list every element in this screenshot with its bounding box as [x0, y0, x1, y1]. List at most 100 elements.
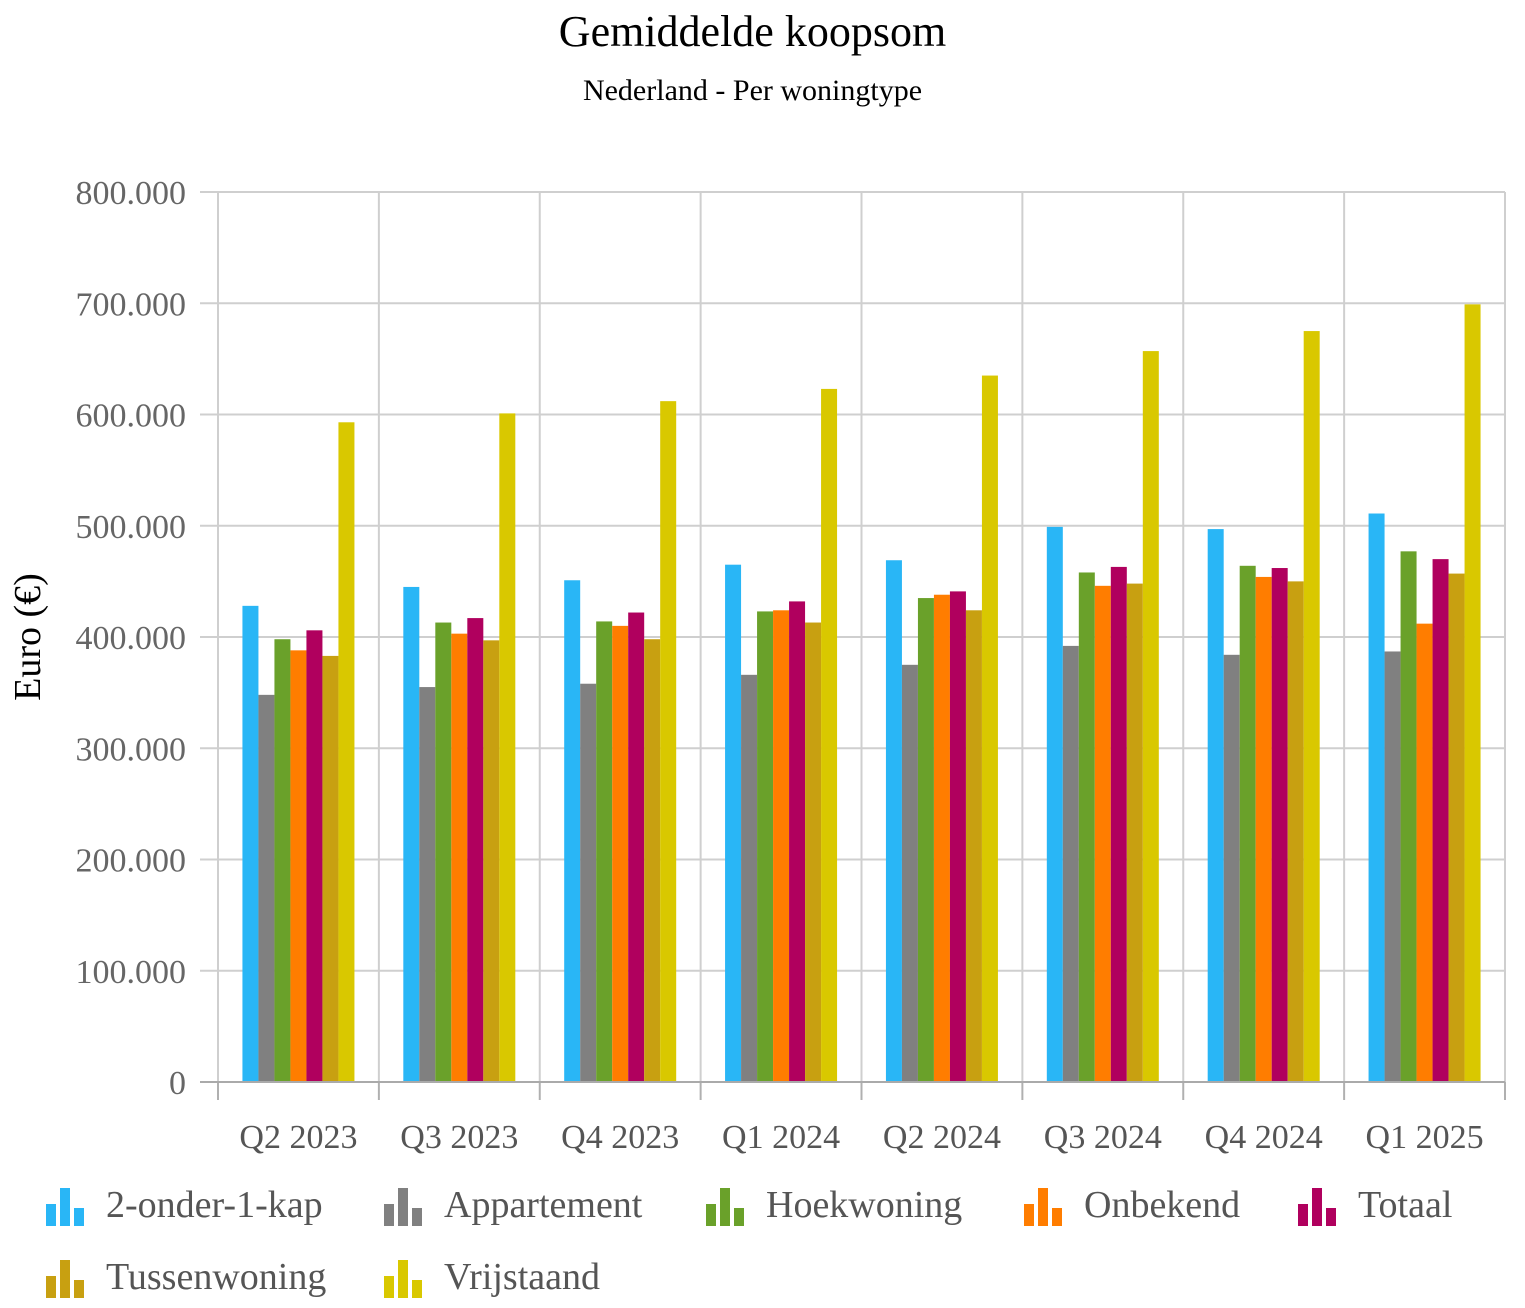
y-tick-label: 500.000	[76, 509, 187, 546]
y-tick-labels: 0 100.000 200.000 300.000 400.000 500.000 600.…	[76, 175, 187, 1102]
legend-label: Tussenwoning	[106, 1256, 327, 1298]
legend-item[interactable]: Vrijstaand	[382, 1252, 600, 1302]
bar-onbekend-1	[451, 633, 468, 1082]
bar-totaal-5	[1110, 566, 1127, 1082]
bar-chart-icon	[1298, 1188, 1336, 1226]
bar-hoekwoning-6	[1239, 565, 1256, 1082]
bar-onbekend-6	[1255, 576, 1272, 1082]
bar-vrijstaand-7	[1464, 304, 1481, 1082]
y-tick-label: 100.000	[76, 954, 187, 991]
bar-totaal-2	[628, 612, 645, 1082]
bar-appartement-1	[419, 687, 436, 1082]
bar-vrijstaand-1	[499, 413, 516, 1082]
bar-hoekwoning-7	[1400, 551, 1417, 1082]
bar-2-onder-1-kap-1	[403, 586, 420, 1082]
bar-2-onder-1-kap-4	[885, 560, 902, 1082]
x-tick-label: Q4 2024	[1205, 1119, 1323, 1156]
bar-2-onder-1-kap-6	[1207, 529, 1224, 1082]
bar-2-onder-1-kap-5	[1046, 526, 1063, 1082]
bar-chart-icon	[384, 1260, 422, 1298]
x-tick-label: Q2 2024	[883, 1119, 1001, 1156]
bar-totaal-3	[789, 601, 806, 1082]
axes	[200, 1081, 1506, 1100]
x-tick-label: Q1 2025	[1366, 1119, 1484, 1156]
bar-onbekend-2	[612, 625, 629, 1082]
bar-appartement-3	[741, 674, 758, 1082]
x-tick-label: Q3 2023	[400, 1119, 518, 1156]
bars	[242, 304, 1481, 1083]
legend-item[interactable]: 2-onder-1-kap	[44, 1180, 323, 1230]
legend-label: 2-onder-1-kap	[106, 1184, 323, 1226]
legend-item[interactable]: Hoekwoning	[704, 1180, 962, 1230]
x-tick-label: Q4 2023	[561, 1119, 679, 1156]
x-tick-labels: Q2 2023 Q3 2023 Q4 2023 Q1 2024 Q2 2024 Q3 20…	[239, 1119, 1483, 1156]
bar-appartement-4	[901, 664, 918, 1082]
chart-subtitle: Nederland - Per woningtype	[582, 74, 923, 107]
bar-hoekwoning-4	[917, 598, 934, 1082]
y-tick-label: 200.000	[76, 843, 187, 880]
chart-title: Gemiddelde koopsom	[558, 7, 947, 56]
legend-label: Hoekwoning	[766, 1184, 963, 1226]
y-tick-label: 700.000	[76, 286, 187, 323]
legend-label: Appartement	[444, 1184, 643, 1226]
bar-tussenwoning-3	[805, 622, 822, 1082]
y-tick-label: 300.000	[76, 731, 187, 768]
bar-vrijstaand-2	[660, 401, 677, 1082]
bar-2-onder-1-kap-3	[725, 564, 742, 1082]
x-tick-label: Q2 2023	[239, 1119, 357, 1156]
bar-hoekwoning-3	[757, 611, 774, 1082]
bar-totaal-4	[949, 591, 966, 1082]
bar-hoekwoning-1	[435, 622, 452, 1082]
x-tick-label: Q1 2024	[722, 1119, 840, 1156]
legend-item[interactable]: Onbekend	[1022, 1180, 1240, 1230]
bar-appartement-0	[258, 694, 275, 1082]
bar-vrijstaand-4	[981, 375, 998, 1082]
x-tick-label: Q3 2024	[1044, 1119, 1162, 1156]
y-tick-label: 800.000	[76, 175, 187, 212]
bar-vrijstaand-6	[1303, 331, 1320, 1082]
bar-totaal-1	[467, 618, 484, 1082]
bar-2-onder-1-kap-7	[1368, 513, 1385, 1082]
y-tick-label: 600.000	[76, 398, 187, 435]
legend-item[interactable]: Appartement	[382, 1180, 642, 1230]
bar-tussenwoning-7	[1448, 573, 1465, 1082]
legend-item[interactable]: Tussenwoning	[44, 1252, 326, 1302]
bar-tussenwoning-4	[965, 610, 982, 1082]
bar-chart-icon	[1024, 1188, 1062, 1226]
bar-tussenwoning-1	[483, 640, 500, 1082]
bar-onbekend-4	[933, 594, 950, 1082]
legend-label: Onbekend	[1084, 1184, 1241, 1226]
legend-label: Totaal	[1358, 1184, 1453, 1226]
bar-appartement-5	[1062, 645, 1079, 1082]
bar-chart-icon	[384, 1188, 422, 1226]
bar-totaal-7	[1432, 559, 1449, 1082]
bar-tussenwoning-2	[644, 639, 661, 1082]
bar-hoekwoning-0	[274, 639, 291, 1082]
bar-chart-icon	[706, 1188, 744, 1226]
bar-vrijstaand-0	[338, 422, 355, 1083]
y-tick-label: 0	[169, 1065, 186, 1102]
legend-label: Vrijstaand	[444, 1256, 601, 1298]
bar-tussenwoning-6	[1287, 581, 1304, 1082]
bar-vrijstaand-5	[1142, 351, 1159, 1082]
bar-onbekend-5	[1094, 585, 1111, 1082]
bar-totaal-6	[1271, 568, 1288, 1082]
bar-appartement-7	[1384, 651, 1401, 1082]
bar-appartement-2	[580, 683, 597, 1082]
bar-tussenwoning-0	[322, 655, 339, 1082]
bar-onbekend-3	[773, 610, 790, 1082]
legend-item[interactable]: Totaal	[1296, 1180, 1452, 1230]
bar-tussenwoning-5	[1126, 583, 1143, 1082]
y-axis-label: Euro (€)	[7, 573, 49, 701]
bar-appartement-6	[1223, 654, 1240, 1082]
bar-hoekwoning-5	[1078, 572, 1095, 1082]
bar-totaal-0	[306, 630, 323, 1082]
bar-chart-icon	[46, 1188, 84, 1226]
bar-onbekend-7	[1416, 623, 1433, 1082]
bar-onbekend-0	[290, 650, 307, 1082]
y-tick-label: 400.000	[76, 620, 187, 657]
bar-2-onder-1-kap-0	[242, 605, 259, 1082]
bar-chart-icon	[46, 1260, 84, 1298]
